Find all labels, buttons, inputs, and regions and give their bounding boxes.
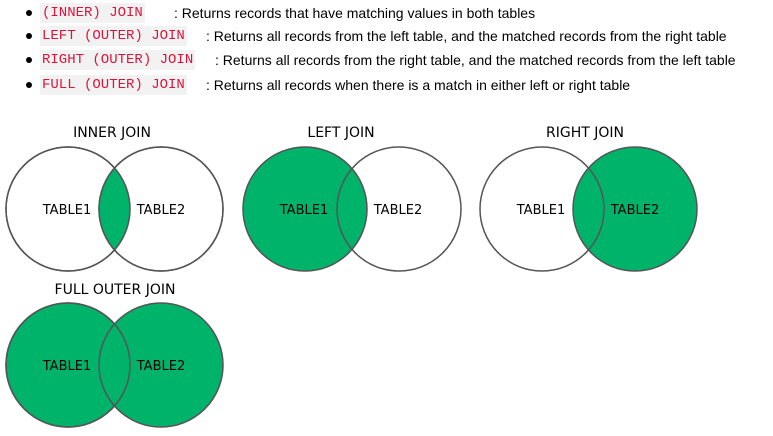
venn-circle-right	[336, 146, 462, 272]
bullet-dot-icon	[26, 57, 32, 63]
diagram-title-inner-join: INNER JOIN	[73, 125, 151, 141]
description-inner-join: : Returns records that have matching val…	[174, 5, 536, 21]
diagram-title-right-join: RIGHT JOIN	[546, 125, 624, 141]
venn-circle-left	[479, 146, 605, 272]
diagram-title-full-join: FULL OUTER JOIN	[54, 282, 176, 298]
venn-right-label: TABLE2	[136, 203, 185, 218]
venn-circle-right	[572, 146, 698, 272]
description-full-join: : Returns all records when there is a ma…	[206, 77, 631, 93]
venn-left-label: TABLE1	[279, 203, 328, 218]
keyword-inner-join: (INNER) JOIN	[40, 3, 145, 23]
bullet-dot-icon	[26, 82, 32, 88]
venn-left-label: TABLE1	[42, 203, 91, 218]
keyword-right-join: RIGHT (OUTER) JOIN	[40, 50, 196, 70]
description-right-join: : Returns all records from the right tab…	[215, 52, 736, 68]
venn-circle-left	[242, 146, 368, 272]
description-left-join: : Returns all records from the left tabl…	[206, 28, 727, 44]
diagram-title-left-join: LEFT JOIN	[307, 125, 375, 141]
bullet-dot-icon	[26, 10, 32, 16]
venn-circle-right	[98, 302, 224, 428]
venn-right-label: TABLE2	[373, 203, 422, 218]
keyword-full-join: FULL (OUTER) JOIN	[40, 75, 187, 95]
venn-left-label: TABLE1	[516, 203, 565, 218]
keyword-left-join: LEFT (OUTER) JOIN	[40, 26, 187, 46]
venn-right-label: TABLE2	[610, 203, 659, 218]
venn-right-label: TABLE2	[136, 359, 185, 374]
bullet-dot-icon	[26, 33, 32, 39]
venn-left-label: TABLE1	[42, 359, 91, 374]
